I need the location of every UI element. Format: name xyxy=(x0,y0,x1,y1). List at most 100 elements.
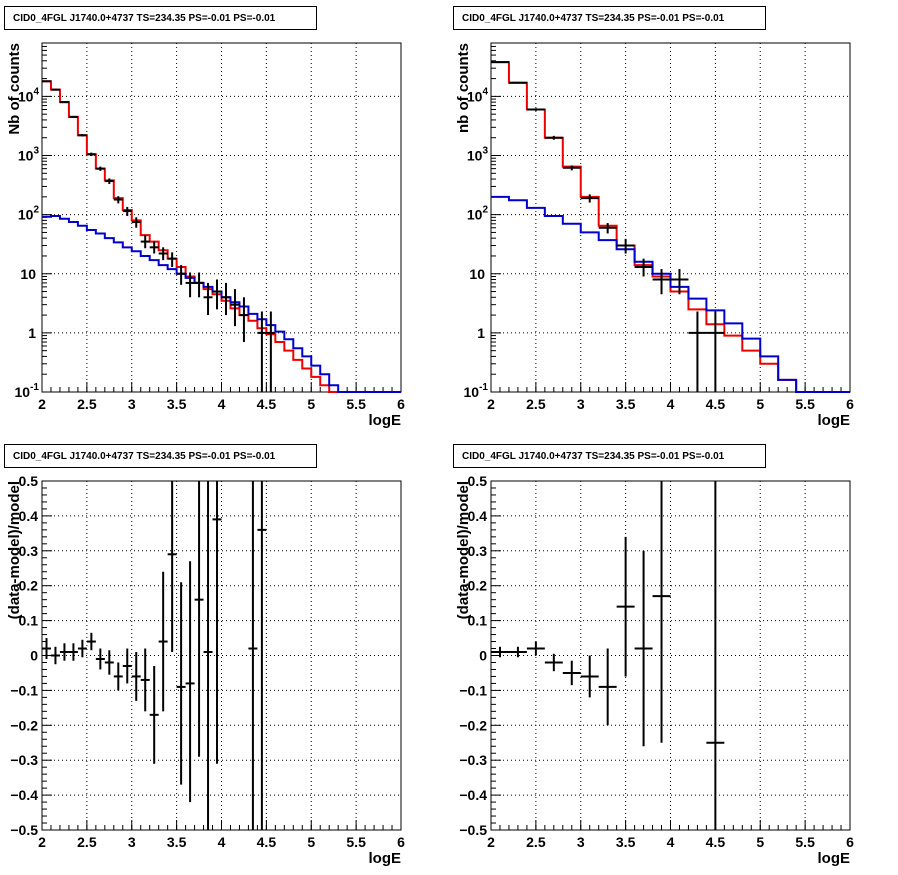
x-tick-label: 5.5 xyxy=(795,396,815,412)
y-tick-label: −0.3 xyxy=(459,752,487,768)
data-point xyxy=(176,265,186,285)
residual-point xyxy=(104,650,114,675)
plot-panel-1: 2 2.5 3 3.5 4 4.5 5 5.5 6 10-1 1 10 102 103 104 logE nb … xyxy=(455,42,854,429)
data-point xyxy=(68,115,78,118)
data-point xyxy=(104,178,114,184)
x-tick-label: 6 xyxy=(846,834,854,850)
y-tick-label: 0 xyxy=(30,648,38,664)
x-tick-label: 4 xyxy=(218,396,226,412)
y-tick-label: −0.2 xyxy=(10,717,38,733)
residual-point xyxy=(167,481,177,653)
plot-frame xyxy=(490,480,851,831)
data-point xyxy=(634,258,653,277)
data-point xyxy=(140,235,150,249)
y-tick-label: −0.5 xyxy=(459,822,487,838)
residual-point xyxy=(158,571,168,712)
residual-point xyxy=(42,638,51,659)
data-point xyxy=(491,61,509,64)
residual-point xyxy=(634,550,653,747)
data-point xyxy=(149,241,159,254)
residual-point xyxy=(131,652,141,701)
residual-point xyxy=(68,643,78,661)
y-tick-label: −0.1 xyxy=(10,682,38,698)
data-point xyxy=(59,101,69,104)
y-tick-label: 1 xyxy=(28,325,36,341)
data-point xyxy=(266,311,276,392)
residual-point xyxy=(652,481,671,743)
y-tick-label: 104 xyxy=(18,86,40,104)
x-tick-label: 2.5 xyxy=(77,396,97,412)
data-point xyxy=(580,194,599,203)
x-tick-label: 4.5 xyxy=(257,396,277,412)
y-tick-label: 0.2 xyxy=(468,578,488,594)
y-axis-title: Nb of counts xyxy=(6,43,23,135)
y-tick-label: 103 xyxy=(467,146,489,164)
x-tick-label: 6 xyxy=(397,396,405,412)
x-tick-label: 4 xyxy=(667,396,675,412)
x-tick-label: 3 xyxy=(128,834,136,850)
residual-point xyxy=(149,665,159,764)
x-tick-label: 3.5 xyxy=(616,834,636,850)
data-point xyxy=(122,206,132,216)
data-point xyxy=(670,269,689,295)
plot-panel-2: 2 2.5 3 3.5 4 4.5 5 5.5 6 −0.5 −0.4 −0.3 −0.2 −0.1 0 0.… xyxy=(6,473,405,867)
y-tick-label: 0.1 xyxy=(468,613,488,629)
residual-point xyxy=(508,646,527,658)
data-point xyxy=(50,88,60,91)
y-tick-label: 0.3 xyxy=(19,543,39,559)
y-tick-label: 0.4 xyxy=(468,508,488,524)
y-tick-label: 1 xyxy=(477,325,485,341)
x-axis-title: logE xyxy=(369,850,402,867)
x-tick-label: 5 xyxy=(307,396,315,412)
x-tick-label: 4.5 xyxy=(706,834,726,850)
residual-point xyxy=(580,655,599,698)
residual-point xyxy=(86,632,96,651)
x-tick-label: 4 xyxy=(218,834,226,850)
y-tick-label: 0.1 xyxy=(19,613,39,629)
residual-point xyxy=(598,648,617,726)
x-tick-label: 2 xyxy=(38,396,46,412)
x-tick-label: 3.5 xyxy=(167,396,187,412)
x-tick-label: 5 xyxy=(307,834,315,850)
data-point xyxy=(257,311,267,392)
y-tick-label: 10-1 xyxy=(464,382,489,400)
data-point xyxy=(203,282,213,316)
x-tick-label: 2.5 xyxy=(526,834,546,850)
data-point xyxy=(113,196,123,204)
y-tick-label: −0.4 xyxy=(459,787,487,803)
data-point xyxy=(544,135,563,140)
x-tick-label: 5 xyxy=(756,396,764,412)
y-tick-label: 0.5 xyxy=(468,473,488,489)
y-axis-title: nb of counts xyxy=(455,43,472,133)
x-tick-label: 6 xyxy=(397,834,405,850)
x-tick-label: 5.5 xyxy=(346,396,366,412)
x-tick-label: 3.5 xyxy=(167,834,187,850)
residual-point xyxy=(122,648,132,684)
x-axis-title: logE xyxy=(369,412,402,429)
residual-point xyxy=(194,481,204,757)
residual-point xyxy=(257,481,267,830)
data-point xyxy=(598,223,617,234)
residual-point xyxy=(203,481,213,830)
y-tick-label: 10-1 xyxy=(15,382,40,400)
plot-frame xyxy=(41,480,402,831)
residual-point xyxy=(176,582,186,785)
residual-point xyxy=(526,641,545,656)
y-tick-label: 102 xyxy=(18,205,40,223)
x-tick-label: 4.5 xyxy=(257,834,277,850)
data-point xyxy=(95,166,105,171)
residual-point xyxy=(50,646,60,665)
residual-point xyxy=(59,643,69,661)
y-tick-label: 0.3 xyxy=(468,543,488,559)
x-tick-label: 3 xyxy=(128,396,136,412)
x-tick-label: 4.5 xyxy=(706,396,726,412)
residual-point xyxy=(248,481,258,830)
data-point xyxy=(706,311,725,392)
residual-point xyxy=(95,648,105,670)
residual-point xyxy=(706,481,725,830)
data-point xyxy=(42,80,51,83)
residual-point xyxy=(77,639,87,658)
residual-point xyxy=(212,481,222,764)
data-point xyxy=(652,269,671,295)
